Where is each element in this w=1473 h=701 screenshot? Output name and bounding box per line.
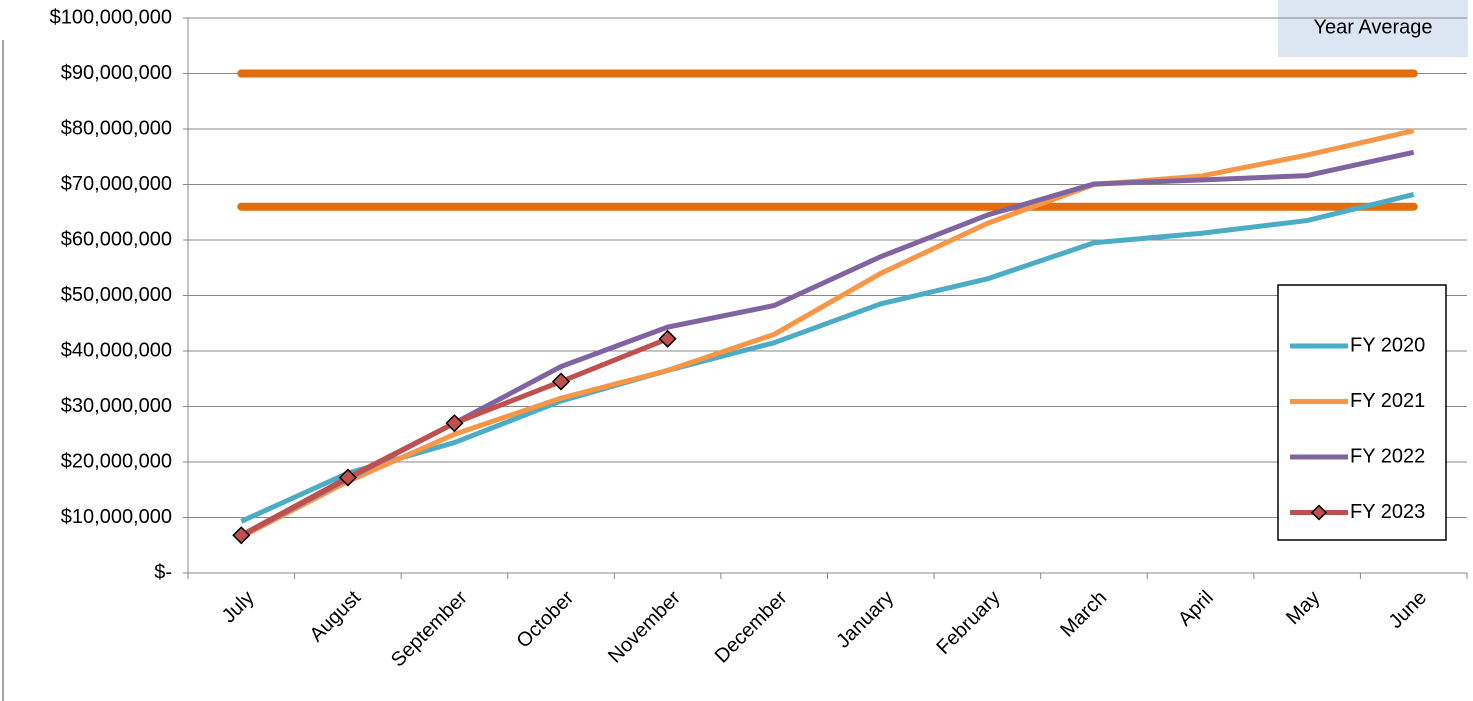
y-tick-label: $40,000,000 bbox=[61, 339, 172, 361]
legend-marker bbox=[1310, 504, 1328, 521]
point-marker bbox=[338, 468, 357, 487]
y-tick-label: $90,000,000 bbox=[61, 62, 172, 84]
point-marker bbox=[232, 526, 251, 545]
y-tick-label: $30,000,000 bbox=[61, 395, 172, 417]
x-tick-label: March bbox=[1056, 587, 1111, 642]
point-marker bbox=[551, 372, 571, 391]
y-tick-label: $50,000,000 bbox=[61, 284, 172, 306]
legend-label: FY 2020 bbox=[1350, 334, 1425, 356]
y-tick-label: $- bbox=[154, 561, 172, 583]
x-tick-label: February bbox=[932, 587, 1004, 659]
series-line bbox=[240, 192, 1415, 524]
x-tick-label: October bbox=[512, 586, 578, 652]
reference-label: Year Average bbox=[1314, 16, 1433, 38]
y-tick-label: $70,000,000 bbox=[61, 173, 172, 195]
x-tick-label: April bbox=[1174, 587, 1218, 631]
y-tick-label: $80,000,000 bbox=[61, 117, 172, 139]
legend-label: FY 2021 bbox=[1350, 390, 1425, 412]
series-line bbox=[240, 128, 1415, 540]
y-tick-label: $10,000,000 bbox=[61, 506, 172, 528]
x-tick-label: September bbox=[387, 586, 472, 671]
y-tick-label: $60,000,000 bbox=[61, 228, 172, 250]
legend-label: FY 2022 bbox=[1350, 445, 1425, 467]
y-tick-label: $20,000,000 bbox=[61, 450, 172, 472]
legend-label: FY 2023 bbox=[1350, 501, 1425, 523]
x-tick-label: August bbox=[306, 586, 366, 646]
x-tick-label: December bbox=[711, 586, 792, 667]
reference-label-box bbox=[1278, 0, 1468, 57]
x-tick-label: May bbox=[1282, 587, 1324, 629]
x-tick-label: January bbox=[832, 587, 898, 653]
point-marker bbox=[658, 329, 677, 348]
x-tick-label: July bbox=[218, 587, 259, 628]
x-tick-label: June bbox=[1385, 587, 1431, 633]
legend-box bbox=[1277, 284, 1447, 541]
x-tick-label: November bbox=[604, 586, 685, 667]
y-tick-label: $100,000,000 bbox=[50, 6, 172, 28]
point-marker bbox=[445, 414, 464, 433]
